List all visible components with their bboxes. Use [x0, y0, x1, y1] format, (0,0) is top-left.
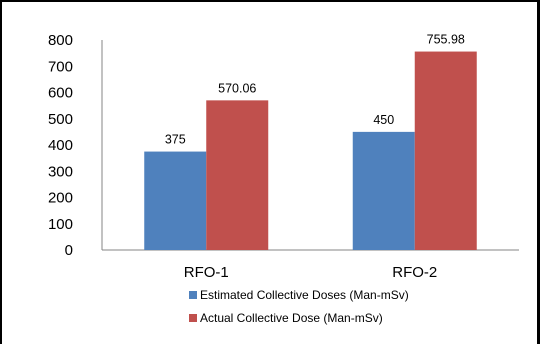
bar — [206, 100, 269, 250]
data-label: 450 — [373, 113, 394, 127]
bar — [144, 151, 207, 250]
axes: 0 100 200 300 400 500 600 700 800 RFO-1 RFO-2 — [48, 32, 519, 281]
y-tick-label: 700 — [48, 58, 73, 75]
x-tick-label: RFO-2 — [392, 264, 437, 281]
y-tick-label: 300 — [48, 163, 73, 180]
data-labels: 375 570.06 450 755.98 — [165, 33, 465, 147]
y-tick-label: 0 — [65, 242, 73, 259]
y-tick-label: 200 — [48, 190, 73, 207]
legend-swatch — [189, 314, 197, 322]
legend-label: Actual Collective Dose (Man-mSv) — [200, 311, 383, 325]
bars — [144, 51, 477, 250]
y-tick-label: 400 — [48, 137, 73, 154]
bar-chart: 0 100 200 300 400 500 600 700 800 RFO-1 RFO-2 375 5… — [48, 32, 519, 325]
legend-swatch — [189, 291, 197, 299]
y-tick-label: 100 — [48, 216, 73, 233]
bar — [352, 131, 415, 250]
data-label: 375 — [165, 133, 186, 147]
data-label: 755.98 — [427, 33, 465, 47]
bar — [414, 51, 477, 250]
y-tick-label: 800 — [48, 32, 73, 49]
legend-label: Estimated Collective Doses (Man-mSv) — [200, 288, 409, 302]
data-label: 570.06 — [218, 81, 256, 95]
y-tick-label: 600 — [48, 85, 73, 102]
legend: Estimated Collective Doses (Man-mSv) Actu… — [189, 288, 409, 325]
y-tick-label: 500 — [48, 111, 73, 128]
x-tick-label: RFO-1 — [184, 264, 229, 281]
